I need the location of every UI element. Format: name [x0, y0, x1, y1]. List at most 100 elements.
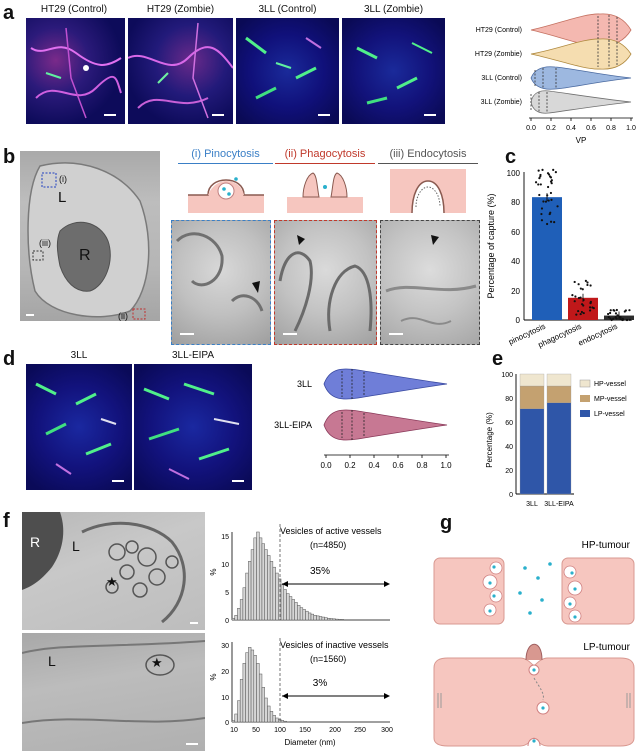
schematic-phagocytosis — [287, 172, 363, 213]
c-ylabel: Percentage of capture (%) — [486, 193, 496, 298]
title-underline-endocytosis — [378, 163, 478, 164]
violin-a-tick-5: 1.0 — [626, 125, 636, 132]
f-xtick-0: 10 — [230, 727, 238, 734]
f-top-ylabel: % — [210, 568, 218, 575]
c-point — [541, 168, 544, 171]
c-point — [628, 309, 631, 312]
overview-label-ii: (ii) — [118, 311, 128, 321]
c-point — [538, 177, 541, 180]
f-bottom-bar — [245, 652, 249, 723]
f-top-ytick-2: 10 — [221, 562, 229, 569]
c-point — [610, 318, 613, 322]
f-bottom-bar — [237, 700, 241, 723]
title-endocytosis: (iii) Endocytosis — [389, 148, 467, 160]
f-top-bar — [242, 587, 246, 621]
f-bottom-bar — [239, 679, 244, 723]
f-bottom-bar — [248, 647, 252, 723]
c-point — [586, 283, 589, 287]
c-point — [580, 310, 584, 314]
c-point — [628, 318, 632, 321]
f-xlabel: Diameter (nm) — [284, 738, 335, 747]
violin-d-3ll-eipa — [323, 409, 448, 441]
c-point — [614, 312, 618, 315]
violin-d-tick-1: 0.2 — [344, 461, 356, 470]
f-bottom-bar — [264, 697, 268, 723]
f-top-bar — [231, 617, 235, 621]
c-point — [575, 313, 578, 316]
micrograph-ht29-control — [26, 18, 125, 124]
f-top-bar — [288, 596, 293, 621]
c-point — [550, 198, 553, 201]
image-title-ht29-zombie: HT29 (Zombie) — [146, 4, 215, 15]
c-ytick-2: 40 — [511, 257, 520, 266]
f-top-bar — [239, 599, 244, 621]
f-top-bar — [335, 618, 339, 621]
em-active-vessel: R L ★ — [22, 512, 205, 630]
f-top-bar — [291, 599, 295, 621]
histograms-f: % 0 5 10 15 Vesicles of active vessels (… — [210, 524, 393, 747]
violin-a-label-3: 3LL (Zombie) — [481, 99, 522, 106]
f-top-bar — [269, 561, 274, 621]
schematic-pinocytosis — [188, 177, 264, 213]
f-bottom-ytick-2: 20 — [221, 669, 229, 676]
violin-a-label-2: 3LL (Control) — [481, 75, 522, 82]
f-top-bar — [280, 584, 285, 621]
c-point — [540, 207, 544, 210]
f-top-bar — [261, 543, 265, 621]
overview-label-i: (i) — [59, 174, 67, 184]
f-bottom-bar — [272, 715, 276, 723]
f-xtick-6: 300 — [381, 727, 393, 734]
f-top-bar — [308, 612, 312, 621]
c-point — [615, 308, 618, 312]
em-f-label-l-bottom: L — [48, 653, 56, 669]
g-top-cell-right — [561, 557, 635, 625]
em-pinocytosis — [171, 220, 271, 345]
c-point — [586, 281, 589, 284]
f-bottom-bar — [275, 717, 279, 723]
title-pinocytosis: (i) Pinocytosis — [191, 148, 260, 160]
em-f-star-top: ★ — [106, 574, 118, 589]
f-top-bar — [321, 616, 325, 621]
c-point — [550, 182, 553, 185]
e-ytick-5: 100 — [501, 372, 513, 379]
e-ytick-0: 0 — [509, 492, 513, 499]
e-ytick-2: 40 — [505, 444, 513, 451]
violin-d-tick-3: 0.6 — [392, 461, 404, 470]
violin-a-label-1: HT29 (Zombie) — [475, 51, 522, 58]
micrograph-3ll-eipa — [134, 364, 252, 490]
c-point — [537, 183, 540, 186]
em-inactive-vessel: L ★ — [22, 633, 205, 751]
c-point — [547, 199, 550, 202]
c-point — [582, 311, 585, 315]
c-point — [581, 288, 584, 291]
f-top-bar — [302, 609, 306, 621]
c-point — [539, 183, 542, 186]
e-legend-swatch-hp — [579, 379, 591, 388]
f-bottom-n: (n=1560) — [310, 654, 346, 664]
f-top-bar — [283, 589, 287, 621]
title-underline-phagocytosis — [275, 163, 375, 164]
f-bottom-ytick-1: 10 — [221, 695, 229, 702]
f-top-bar — [256, 531, 260, 621]
e-ytick-3: 60 — [505, 420, 513, 427]
f-bottom-ytick-0: 0 — [225, 720, 229, 727]
c-point — [588, 306, 592, 309]
f-top-bar — [337, 619, 342, 621]
c-point — [577, 309, 580, 313]
f-xtick-1: 50 — [252, 727, 260, 734]
f-top-bar — [305, 610, 309, 621]
f-xtick-4: 200 — [329, 727, 341, 734]
c-point — [574, 295, 577, 298]
f-top-bar — [316, 615, 320, 621]
panel-label-d: d — [3, 348, 16, 370]
f-xtick-3: 150 — [299, 727, 311, 734]
f-top-ytick-1: 5 — [225, 590, 229, 597]
e-ytick-1: 20 — [505, 468, 513, 475]
panel-label-a: a — [3, 2, 15, 24]
e-bar-3LL-EIPA-HP-vessel — [546, 373, 572, 387]
c-point — [534, 181, 538, 184]
f-bottom-ytick-3: 30 — [221, 643, 229, 650]
f-top-bar — [332, 618, 336, 621]
f-top-bar — [253, 537, 257, 621]
violin-d-3ll — [323, 368, 448, 400]
